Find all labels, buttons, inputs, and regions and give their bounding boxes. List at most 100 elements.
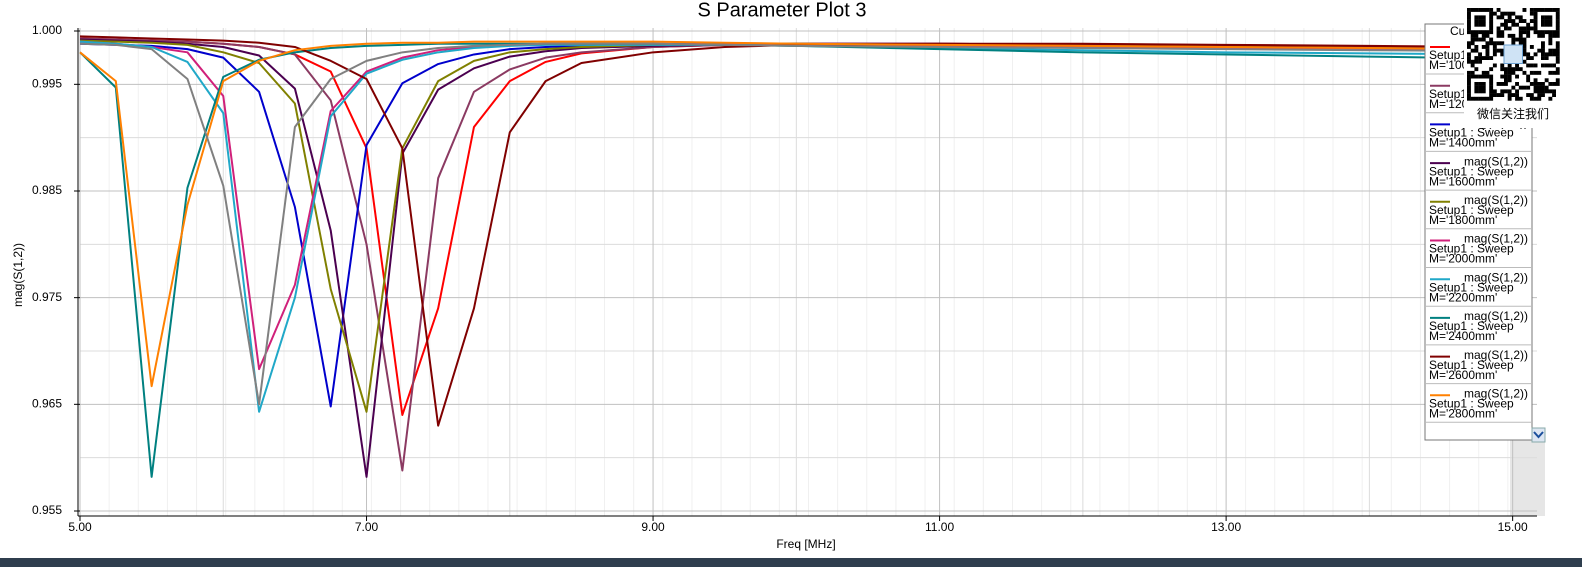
qr-cell bbox=[1504, 78, 1508, 83]
qr-cell bbox=[1555, 26, 1560, 31]
qr-cell bbox=[1548, 89, 1553, 94]
qr-cell bbox=[1507, 33, 1512, 38]
qr-cell bbox=[1529, 45, 1534, 49]
qr-cell bbox=[1533, 8, 1538, 12]
qr-cell bbox=[1500, 63, 1505, 68]
legend-setup: Setup1 : Sweep bbox=[1429, 280, 1514, 294]
qr-cell bbox=[1474, 56, 1479, 60]
y-tick-label: 0.975 bbox=[32, 290, 62, 304]
qr-cell bbox=[1555, 41, 1560, 46]
qr-cell bbox=[1492, 41, 1497, 46]
qr-cell bbox=[1492, 45, 1497, 49]
qr-cell bbox=[1496, 93, 1501, 97]
qr-cell bbox=[1555, 15, 1560, 20]
y-tick-label: 0.995 bbox=[32, 76, 62, 90]
legend-variation: M='2800mm' bbox=[1429, 406, 1497, 420]
qr-cell bbox=[1537, 85, 1542, 90]
qr-cell bbox=[1504, 19, 1508, 23]
legend-variation: M='2200mm' bbox=[1429, 290, 1497, 304]
qr-cell bbox=[1481, 45, 1486, 49]
qr-cell bbox=[1507, 93, 1512, 97]
qr-cell bbox=[1496, 82, 1501, 86]
qr-cell bbox=[1526, 30, 1531, 35]
qr-cell bbox=[1489, 96, 1494, 101]
qr-cell bbox=[1515, 63, 1519, 68]
qr-cell bbox=[1555, 78, 1560, 83]
qr-cell bbox=[1504, 82, 1508, 86]
qr-cell bbox=[1511, 11, 1516, 16]
qr-cell bbox=[1489, 8, 1494, 12]
qr-cell bbox=[1489, 78, 1494, 83]
qr-cell bbox=[1522, 19, 1527, 23]
qr-cell bbox=[1489, 56, 1494, 60]
qr-cell bbox=[1481, 56, 1486, 60]
qr-cell bbox=[1518, 85, 1523, 90]
qr-cell bbox=[1537, 96, 1542, 101]
qr-cell bbox=[1467, 70, 1471, 75]
qr-cell bbox=[1467, 22, 1471, 27]
qr-cell bbox=[1552, 8, 1556, 12]
qr-cell bbox=[1555, 56, 1560, 60]
qr-cell bbox=[1511, 22, 1516, 27]
qr-cell bbox=[1533, 22, 1538, 27]
qr-cell bbox=[1485, 33, 1490, 38]
qr-cell bbox=[1500, 93, 1505, 97]
qr-cell bbox=[1481, 19, 1486, 23]
qr-cell bbox=[1544, 22, 1549, 27]
qr-cell bbox=[1537, 48, 1542, 53]
legend-label: mag(S(1,2)) bbox=[1464, 348, 1528, 362]
qr-cell bbox=[1478, 59, 1482, 64]
legend-label: mag(S(1,2)) bbox=[1464, 193, 1528, 207]
qr-overlay: 微信关注我们 bbox=[1464, 4, 1564, 128]
qr-cell bbox=[1478, 8, 1482, 12]
qr-cell bbox=[1507, 19, 1512, 23]
qr-cell bbox=[1470, 74, 1475, 79]
qr-code bbox=[1467, 8, 1560, 101]
qr-cell bbox=[1552, 33, 1556, 38]
qr-caption: 微信关注我们 bbox=[1477, 106, 1549, 121]
qr-cell bbox=[1537, 30, 1542, 35]
qr-cell bbox=[1529, 63, 1534, 68]
qr-cell bbox=[1518, 96, 1523, 101]
qr-cell bbox=[1522, 59, 1527, 64]
qr-cell bbox=[1474, 74, 1479, 79]
x-tick-label: 5.00 bbox=[68, 520, 92, 534]
qr-cell bbox=[1544, 56, 1549, 60]
qr-cell bbox=[1489, 82, 1494, 86]
qr-logo bbox=[1503, 44, 1523, 64]
scroll-button[interactable] bbox=[1531, 427, 1546, 443]
qr-cell bbox=[1522, 85, 1527, 90]
qr-cell bbox=[1489, 30, 1494, 35]
qr-cell bbox=[1522, 45, 1527, 49]
y-axis-label: mag(S(1,2)) bbox=[11, 243, 25, 307]
qr-cell bbox=[1541, 41, 1545, 46]
qr-cell bbox=[1467, 56, 1471, 60]
legend-variation: M='1800mm' bbox=[1429, 213, 1497, 227]
qr-cell bbox=[1467, 26, 1471, 31]
qr-cell bbox=[1511, 93, 1516, 97]
qr-cell bbox=[1529, 56, 1534, 60]
qr-cell bbox=[1485, 96, 1490, 101]
qr-cell bbox=[1500, 22, 1505, 27]
qr-cell bbox=[1526, 22, 1531, 27]
qr-cell bbox=[1552, 82, 1556, 86]
qr-cell bbox=[1529, 96, 1534, 101]
qr-cell bbox=[1526, 33, 1531, 38]
qr-cell bbox=[1481, 70, 1486, 75]
qr-cell bbox=[1470, 48, 1475, 53]
qr-cell bbox=[1537, 89, 1542, 94]
qr-cell bbox=[1548, 63, 1553, 68]
qr-cell bbox=[1522, 8, 1527, 12]
qr-cell bbox=[1522, 30, 1527, 35]
qr-cell bbox=[1541, 93, 1545, 97]
qr-cell bbox=[1541, 89, 1545, 94]
qr-cell bbox=[1541, 30, 1545, 35]
scroll-area bbox=[1510, 440, 1545, 516]
qr-cell bbox=[1474, 59, 1479, 64]
qr-cell bbox=[1500, 52, 1505, 57]
qr-cell bbox=[1555, 30, 1560, 35]
qr-cell bbox=[1548, 48, 1553, 53]
qr-cell bbox=[1467, 82, 1471, 86]
qr-cell bbox=[1544, 52, 1549, 57]
qr-cell bbox=[1474, 22, 1479, 27]
